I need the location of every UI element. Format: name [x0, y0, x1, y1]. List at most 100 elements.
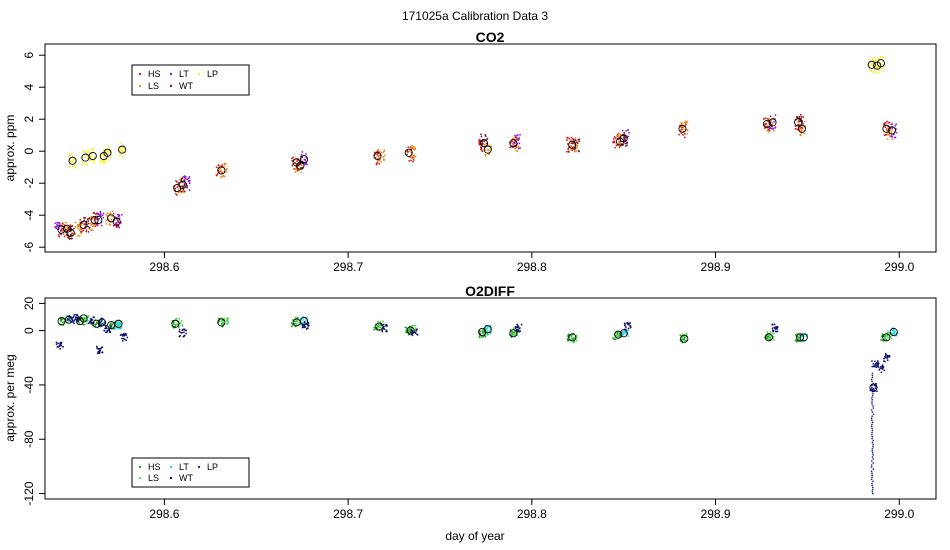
o2diff-point-wt	[416, 333, 418, 336]
co2-point-hs	[763, 127, 766, 130]
co2-point-wt	[87, 220, 90, 223]
o2diff-point-ls	[221, 321, 224, 323]
co2-point-wt	[624, 136, 627, 138]
o2diff-xtick-label: 298.9	[701, 507, 731, 521]
o2diff-point-wt	[518, 330, 521, 333]
o2diff-point-lp	[69, 319, 72, 322]
co2-point-hs	[112, 212, 115, 215]
o2diff-point-ls	[176, 317, 179, 320]
o2diff-point-ls	[296, 324, 299, 326]
co2-point-lp	[121, 147, 124, 149]
o2diff-point-hs	[566, 335, 569, 337]
o2diff-point-lp	[72, 315, 75, 318]
co2-point-lp	[72, 158, 75, 160]
co2-point-ls	[382, 151, 385, 154]
o2diff-point-wt	[91, 319, 94, 321]
o2diff-point-ls	[86, 319, 89, 322]
o2diff-mean-marker	[217, 318, 226, 327]
co2-point-lt	[98, 213, 100, 216]
o2diff-point-wt	[382, 323, 385, 326]
o2diff-point-ls	[223, 317, 226, 320]
co2-point-ls	[409, 147, 412, 150]
o2diff-point-wt	[870, 417, 873, 419]
o2diff-point-wt	[874, 364, 877, 367]
o2diff-point-lt	[624, 332, 627, 335]
co2-point-hs	[79, 231, 82, 233]
figure-title: 171025a Calibration Data 3	[402, 9, 548, 23]
co2-mean-marker	[57, 225, 66, 234]
o2diff-point-wt	[126, 336, 129, 339]
co2-point-ls	[380, 160, 382, 163]
co2-point-wt	[484, 133, 487, 136]
co2-point-hs	[80, 222, 83, 225]
o2diff-point-wt	[871, 394, 874, 397]
co2-point-lp	[120, 142, 122, 144]
o2diff-point-hs	[614, 338, 617, 341]
o2diff-point-wt	[105, 324, 107, 327]
co2-point-lt	[519, 147, 521, 149]
co2-point-hs	[412, 158, 415, 161]
co2-point-lp	[101, 154, 104, 157]
co2-point-hs	[294, 161, 296, 164]
co2-point-lt	[769, 115, 772, 118]
co2-point-lt	[99, 210, 102, 213]
co2-point-ls	[177, 189, 180, 191]
co2-point-ls	[617, 134, 620, 137]
co2-point-hs	[85, 230, 87, 233]
co2-point-lt	[184, 176, 187, 178]
co2-point-lt	[183, 175, 186, 177]
co2-point-lt	[187, 177, 190, 180]
o2diff-point-wt	[60, 344, 63, 347]
o2diff-point-wt	[104, 331, 107, 334]
co2-point-lp	[879, 69, 882, 72]
o2diff-point-ls	[617, 333, 620, 336]
co2-point-lt	[518, 137, 521, 139]
o2diff-point-wt	[871, 484, 873, 487]
co2-point-wt	[67, 227, 70, 230]
co2-point-hs	[376, 161, 379, 164]
co2-point-lt	[774, 114, 777, 117]
o2diff-point-wt	[872, 492, 874, 495]
co2-point-ls	[514, 147, 517, 149]
o2diff-point-wt	[871, 415, 873, 417]
co2-ytick-label: -4	[22, 210, 36, 221]
co2-point-ls	[486, 148, 489, 151]
co2-point-wt	[183, 184, 186, 187]
o2diff-ytick-label: -40	[22, 376, 36, 394]
co2-point-hs	[682, 126, 684, 129]
o2diff-point-ls	[377, 323, 380, 326]
co2-point-ls	[886, 128, 889, 131]
co2-point-lp	[93, 160, 96, 162]
co2-ytick-label: 0	[22, 148, 36, 155]
co2-point-hs	[407, 146, 410, 149]
co2-point-lt	[117, 225, 120, 227]
o2diff-point-wt	[870, 470, 873, 472]
co2-point-ls	[619, 133, 622, 136]
co2-point-wt	[624, 142, 627, 145]
o2diff-point-ls	[226, 319, 229, 322]
co2-point-lp	[120, 148, 123, 151]
co2-point-lt	[55, 227, 58, 230]
co2-point-lt	[188, 189, 191, 191]
o2diff-point-wt	[90, 322, 92, 324]
o2diff-point-hs	[679, 334, 682, 337]
co2-point-lp	[81, 156, 84, 159]
co2-point-ls	[488, 149, 491, 152]
o2diff-point-wt	[871, 474, 873, 477]
co2-point-lt	[512, 141, 515, 144]
co2-point-ls	[680, 130, 683, 133]
o2diff-point-wt	[124, 333, 127, 335]
co2-point-ls	[681, 123, 684, 125]
o2diff-point-ls	[481, 329, 484, 332]
o2diff-point-wt	[629, 325, 632, 327]
co2-point-lp	[109, 156, 112, 159]
co2-point-lp	[867, 58, 870, 61]
co2-point-hs	[883, 123, 885, 126]
co2-point-hs	[116, 226, 118, 229]
co2-point-ls	[109, 211, 112, 214]
co2-mean-marker	[88, 151, 97, 161]
o2diff-point-hs	[881, 339, 884, 342]
co2-point-ls	[80, 224, 83, 226]
co2-point-ls	[74, 226, 77, 228]
o2diff-point-wt	[624, 324, 626, 327]
